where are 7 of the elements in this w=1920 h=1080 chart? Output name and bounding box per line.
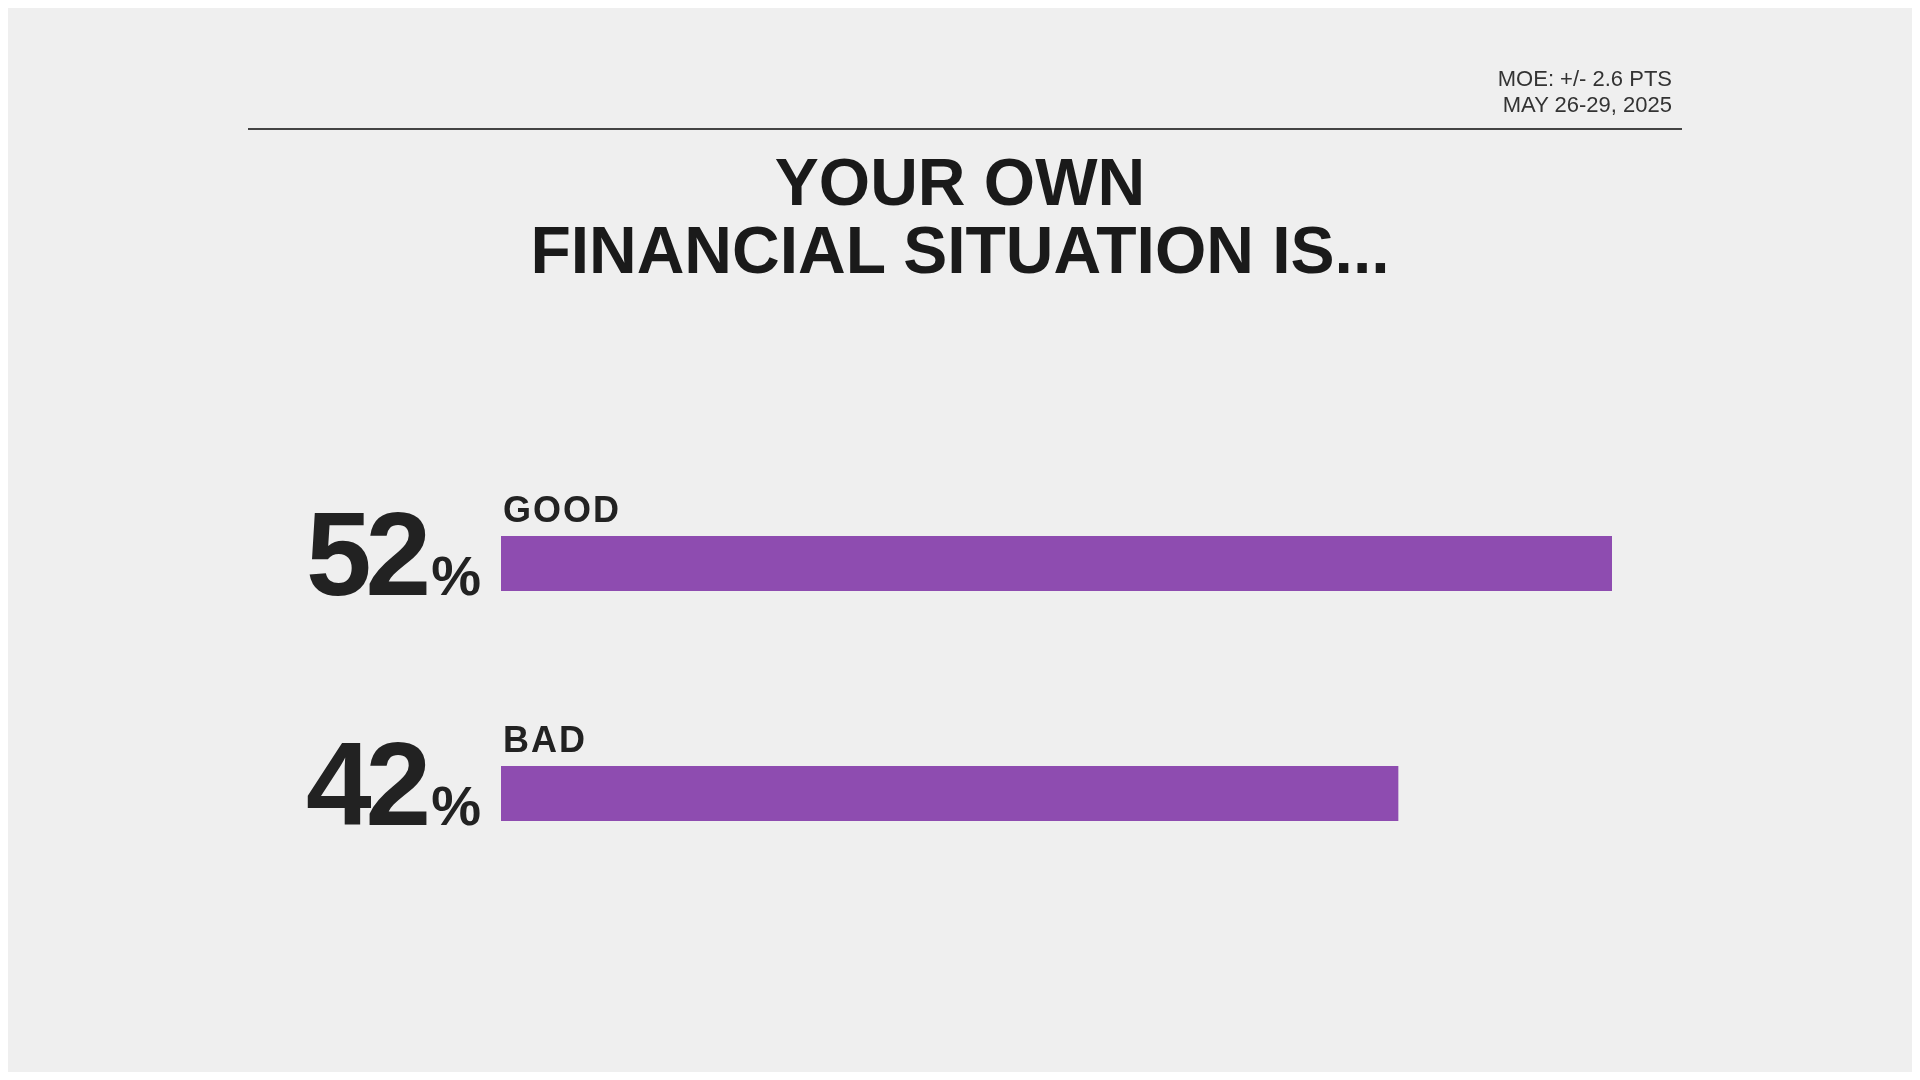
data-label: 52% (305, 488, 481, 620)
chart-title: YOUR OWN FINANCIAL SITUATION IS... (529, 145, 1391, 287)
y-tick-label: BAD (503, 719, 587, 760)
text: MAY 26-29, 2025 (1501, 92, 1672, 118)
y-tick-label: GOOD (503, 489, 622, 530)
data-label: 42% (305, 718, 481, 850)
text: MOE: +/- 2.6 PTS (1497, 66, 1672, 92)
